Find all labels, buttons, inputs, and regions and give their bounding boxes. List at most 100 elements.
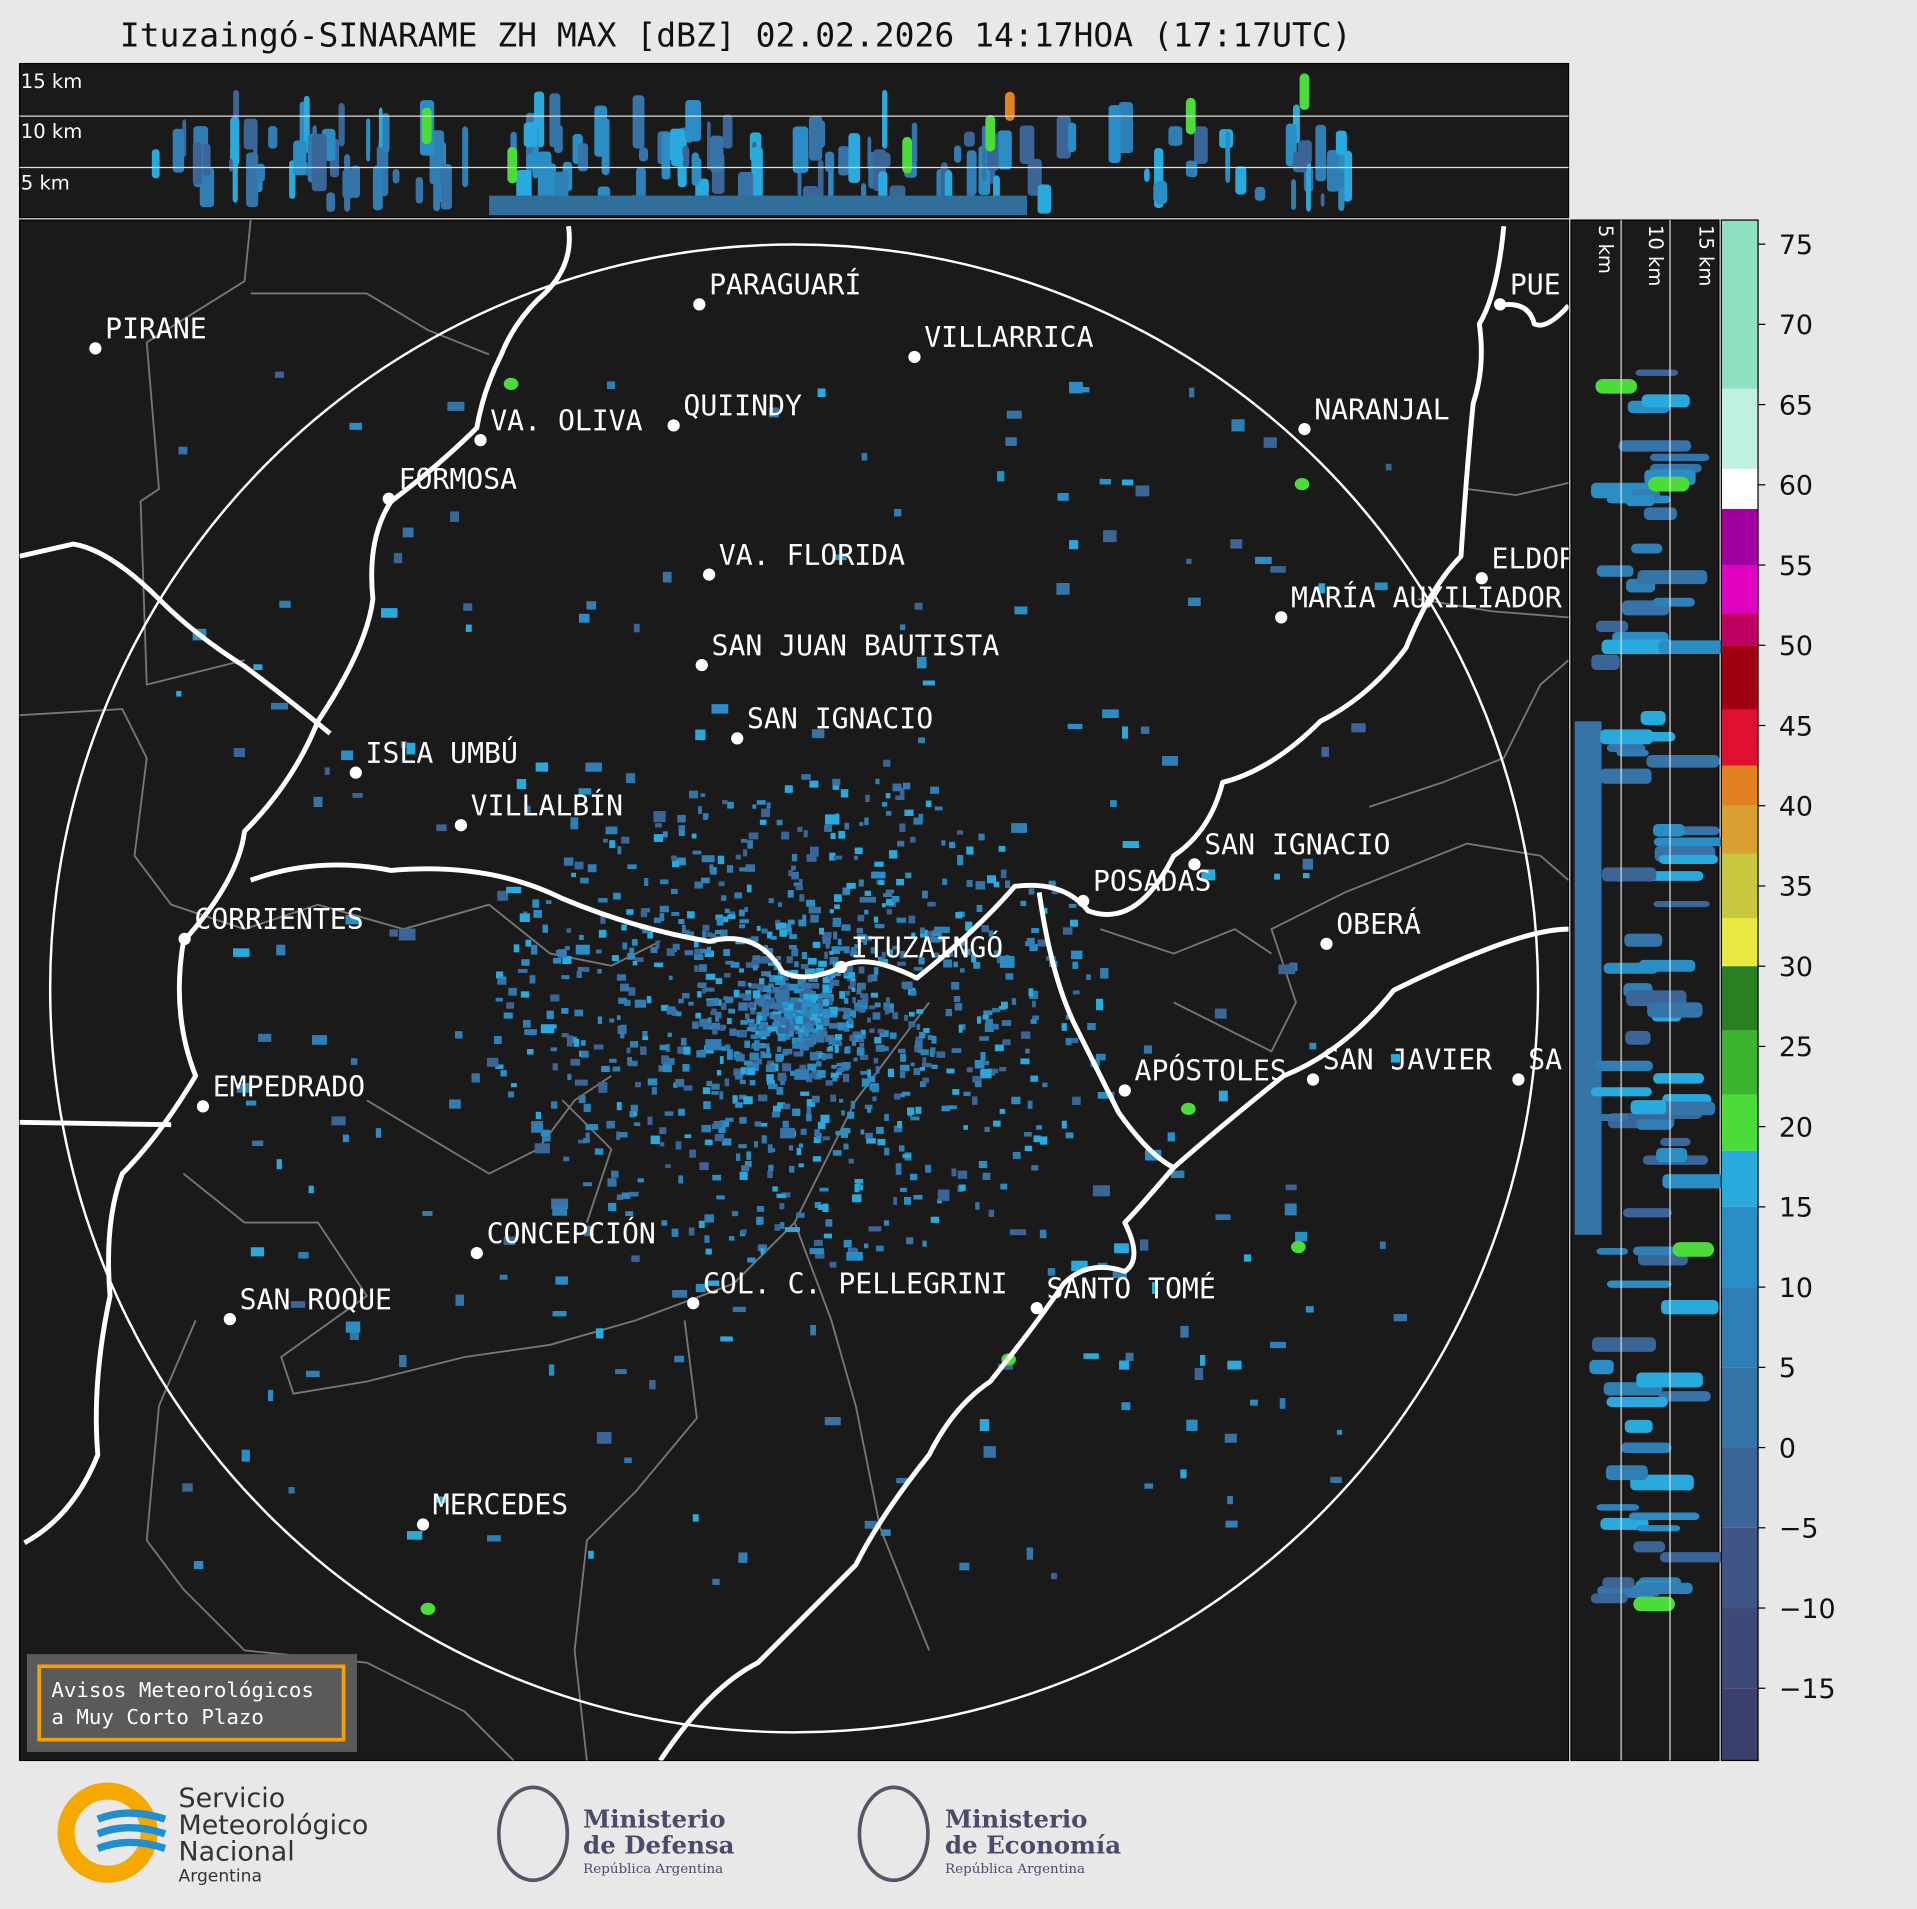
- echo: [1194, 126, 1208, 164]
- echo: [199, 167, 215, 208]
- echo: [1218, 1090, 1228, 1102]
- echo: [777, 902, 783, 907]
- echo: [633, 1122, 641, 1127]
- echo: [236, 1083, 252, 1093]
- echo: [858, 879, 864, 887]
- echo: [1069, 540, 1079, 550]
- echo: [744, 1040, 751, 1048]
- echo: [877, 1028, 885, 1034]
- echo: [727, 801, 734, 809]
- echo: [1225, 1520, 1238, 1528]
- city-dot: [382, 492, 395, 505]
- echo: [1335, 130, 1347, 155]
- echo: [966, 150, 977, 196]
- echo: [841, 1127, 851, 1134]
- echo: [658, 1065, 666, 1072]
- echo: [777, 1074, 787, 1081]
- echo: [908, 1011, 915, 1017]
- echo: [800, 1046, 810, 1050]
- echo: [851, 1194, 862, 1203]
- echo: [867, 976, 873, 983]
- echo: [678, 829, 685, 837]
- echo: [606, 1120, 616, 1129]
- echo: [899, 823, 906, 832]
- echo: [1039, 1229, 1047, 1239]
- echo: [743, 849, 748, 857]
- echo: [739, 1079, 746, 1085]
- echo: [824, 824, 832, 832]
- echo: [654, 823, 662, 828]
- echo: [659, 1044, 669, 1051]
- echo: [344, 154, 351, 212]
- echo: [839, 991, 846, 999]
- echo: [775, 989, 790, 1002]
- echo: [923, 1028, 930, 1033]
- echo: [756, 1015, 763, 1021]
- echo: [975, 1202, 980, 1210]
- echo: [725, 960, 735, 965]
- echo: [766, 1047, 771, 1054]
- echo: [766, 988, 771, 996]
- echo: [874, 1002, 881, 1008]
- echo: [1336, 1429, 1343, 1435]
- echo: [758, 1030, 768, 1037]
- echo: [1648, 476, 1690, 492]
- echo: [1028, 988, 1034, 997]
- echo: [274, 371, 284, 378]
- echo: [1659, 1552, 1731, 1563]
- logo-text: Ministerio: [945, 1805, 1087, 1834]
- echo: [552, 1063, 558, 1071]
- echo: [799, 894, 805, 902]
- city-label: SANTO TOMÉ: [1047, 1271, 1216, 1305]
- echo: [927, 1035, 933, 1040]
- echo: [671, 855, 677, 861]
- echo: [727, 1018, 732, 1025]
- echo: [966, 846, 974, 855]
- echo: [1591, 654, 1620, 670]
- echo: [1168, 126, 1183, 146]
- echo: [666, 948, 675, 956]
- echo: [973, 962, 981, 969]
- echo: [1031, 927, 1039, 933]
- echo: [745, 990, 751, 996]
- colorbar-frame: [1720, 219, 1759, 1762]
- echo: [853, 1057, 858, 1062]
- echo: [399, 1355, 407, 1368]
- echo: [984, 1126, 990, 1132]
- range-ring: [48, 243, 1540, 1734]
- echo: [914, 1044, 923, 1053]
- echo: [845, 964, 854, 972]
- echo: [784, 785, 793, 793]
- echo: [1067, 723, 1083, 729]
- echo: [930, 786, 940, 794]
- echo: [966, 1067, 973, 1073]
- echo: [702, 929, 707, 939]
- echo: [722, 800, 728, 805]
- echo: [766, 1080, 775, 1086]
- cities: PIRANE PARAGUARÍ VILLARRICA QUIINDY VA. OLIV…: [89, 268, 1569, 1531]
- echo: [398, 928, 416, 941]
- logo-text: de Economía: [945, 1830, 1121, 1859]
- city-label: PIRANE: [105, 313, 207, 346]
- echo: [860, 1070, 868, 1075]
- echo: [880, 1529, 891, 1536]
- echo: [1026, 937, 1035, 947]
- echo: [943, 959, 953, 968]
- echo: [819, 1187, 829, 1192]
- echo: [757, 984, 764, 992]
- echo: [562, 955, 572, 965]
- echo: [953, 995, 961, 1003]
- colorbar-band: [1721, 1608, 1759, 1689]
- echo: [1601, 639, 1674, 655]
- echo: [884, 1113, 889, 1121]
- echo: [372, 165, 383, 211]
- echo: [508, 987, 517, 996]
- echo: [829, 957, 839, 965]
- echo: [816, 1070, 826, 1078]
- echo: [886, 811, 892, 816]
- echo: [631, 1255, 640, 1262]
- echo: [576, 971, 582, 979]
- echo: [380, 113, 390, 154]
- echo: [828, 1013, 838, 1018]
- echo: [616, 1194, 624, 1201]
